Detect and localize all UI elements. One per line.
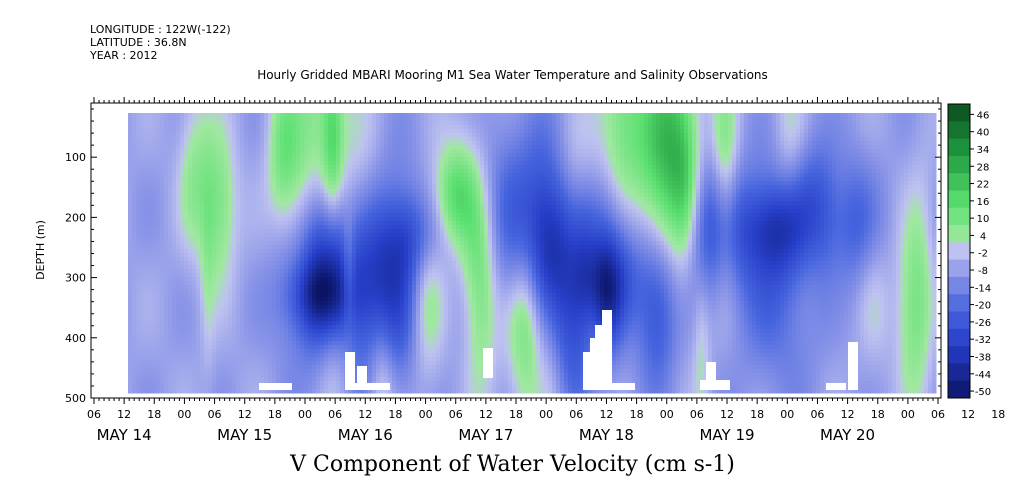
x-tick-label: 18: [991, 408, 1005, 421]
colorbar-swatch: [948, 346, 970, 364]
colorbar-swatch: [948, 294, 970, 313]
colorbar-label: 10: [977, 214, 990, 225]
x-tick-label: 18: [630, 408, 644, 421]
colorbar-label: -26: [975, 318, 991, 329]
x-day-label: MAY 18: [579, 426, 634, 444]
x-tick-label: 12: [961, 408, 975, 421]
x-tick-label: 00: [780, 408, 794, 421]
y-axis-label: DEPTH (m): [34, 220, 47, 280]
colorbar-label: 22: [977, 180, 990, 191]
colorbar-swatch: [948, 259, 970, 278]
colorbar-frame: [947, 103, 971, 399]
x-tick-label: 00: [419, 408, 433, 421]
year-label: YEAR : 2012: [90, 49, 158, 62]
colorbar-label: 28: [977, 162, 990, 173]
x-tick-label: 12: [117, 408, 131, 421]
colorbar-swatch: [948, 380, 970, 399]
x-day-label: MAY 19: [699, 426, 754, 444]
x-tick-label: 18: [388, 408, 402, 421]
x-tick-label: 06: [690, 408, 704, 421]
x-tick-label: 18: [268, 408, 282, 421]
y-tick-label: 500: [65, 392, 86, 405]
colorbar-swatch: [948, 311, 970, 330]
x-tick-label: 18: [750, 408, 764, 421]
x-tick-label: 00: [177, 408, 191, 421]
x-tick-label: 06: [931, 408, 945, 421]
x-tick-label: 00: [539, 408, 553, 421]
x-tick-label: 06: [328, 408, 342, 421]
colorbar-label: -2: [978, 249, 988, 260]
x-day-label: MAY 17: [458, 426, 513, 444]
colorbar-swatch: [948, 190, 970, 209]
x-tick-label: 06: [569, 408, 583, 421]
x-tick-label: 06: [449, 408, 463, 421]
colorbar-label: 40: [977, 128, 990, 139]
y-tick-label: 100: [65, 151, 86, 164]
colorbar-label: 46: [977, 110, 990, 121]
x-tick-label: 12: [841, 408, 855, 421]
colorbar-swatch: [948, 104, 970, 122]
colorbar-label: -20: [975, 301, 991, 312]
x-tick-label: 18: [147, 408, 161, 421]
colorbar-swatch: [948, 328, 970, 347]
colorbar-label: -14: [975, 283, 991, 294]
colorbar-swatch: [948, 138, 970, 157]
colorbar-swatch: [948, 207, 970, 226]
x-tick-label: 12: [599, 408, 613, 421]
x-tick-label: 00: [660, 408, 674, 421]
colorbar-swatch: [948, 225, 970, 243]
colorbar-label: 16: [977, 197, 990, 208]
x-day-label: MAY 15: [217, 426, 272, 444]
colorbar-swatch: [948, 363, 970, 382]
colorbar-label: -50: [975, 387, 991, 398]
x-axis-label: V Component of Water Velocity (cm s-1): [290, 452, 735, 477]
colorbar-swatch: [948, 121, 970, 140]
colorbar-label: -44: [975, 370, 991, 381]
longitude-label: LONGITUDE : 122W(-122): [90, 23, 231, 36]
colorbar-swatch: [948, 155, 970, 174]
x-day-label: MAY 16: [338, 426, 393, 444]
colorbar: 46 40 34 28 22 16 10 4 -2 -8 -14 -20 -26 -32 -38 -44 -50: [947, 103, 991, 399]
x-day-label: MAY 14: [97, 426, 152, 444]
y-tick-label: 300: [65, 272, 86, 285]
x-tick-label: 06: [208, 408, 222, 421]
colorbar-label: 4: [980, 231, 986, 242]
colorbar-label: -32: [975, 335, 991, 346]
y-tick-label: 400: [65, 332, 86, 345]
colorbar-label: 34: [977, 145, 990, 156]
colorbar-swatch: [948, 276, 970, 295]
x-tick-label: 00: [298, 408, 312, 421]
colorbar-swatch: [948, 173, 970, 191]
chart-title: Hourly Gridded MBARI Mooring M1 Sea Wate…: [257, 68, 768, 82]
x-tick-label: 00: [901, 408, 915, 421]
x-tick-label: 12: [720, 408, 734, 421]
x-tick-label: 06: [87, 408, 101, 421]
x-tick-label: 12: [358, 408, 372, 421]
x-tick-label: 12: [238, 408, 252, 421]
x-tick-label: 18: [509, 408, 523, 421]
x-tick-label: 06: [810, 408, 824, 421]
x-day-label: MAY 20: [820, 426, 875, 444]
colorbar-label: -38: [975, 352, 991, 363]
x-tick-label: 18: [871, 408, 885, 421]
colorbar-swatch: [948, 242, 970, 261]
heatmap-field: [128, 113, 937, 394]
latitude-label: LATITUDE : 36.8N: [90, 36, 187, 49]
colorbar-label: -8: [978, 266, 988, 277]
x-tick-label: 12: [479, 408, 493, 421]
y-tick-label: 200: [65, 211, 86, 224]
